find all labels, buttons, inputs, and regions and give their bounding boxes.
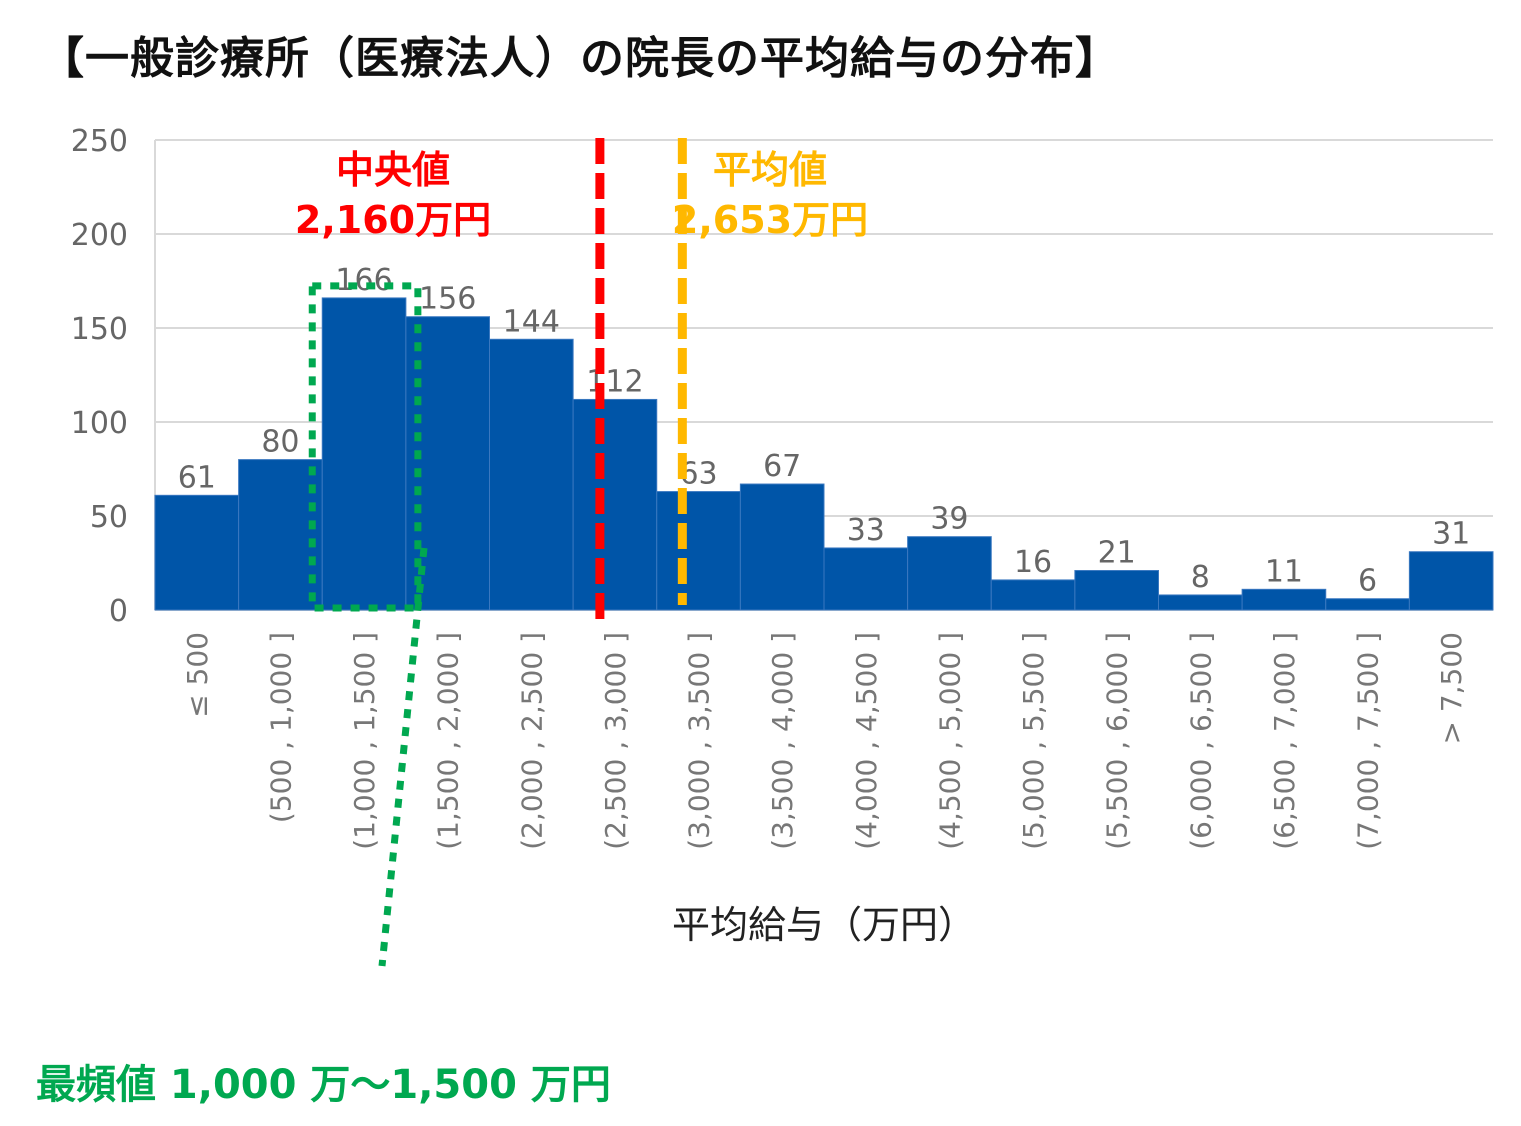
bar [572, 398, 658, 611]
mean-label: 平均値 [713, 148, 827, 192]
median-label: 中央値 [336, 148, 450, 192]
x-tick-label: (6,000 , 6,500 ] [1184, 632, 1217, 850]
data-label: 67 [763, 449, 801, 484]
data-label: 21 [1098, 536, 1136, 571]
x-tick-label: (1,000 , 1,500 ] [348, 632, 381, 850]
x-tick-label: (5,500 , 6,000 ] [1101, 632, 1134, 850]
mean-value: 2,653万円 [672, 198, 868, 242]
x-tick-label: ≤ 500 [181, 632, 214, 718]
x-tick-label: (500 , 1,000 ] [264, 632, 297, 823]
x-tick-label: (3,000 , 3,500 ] [683, 632, 716, 850]
data-label: 61 [178, 460, 216, 495]
x-tick-label: (7,000 , 7,500 ] [1352, 632, 1385, 850]
bar [489, 338, 574, 611]
x-tick-label: (5,000 , 5,500 ] [1017, 632, 1050, 850]
bar [1158, 594, 1243, 611]
median-value: 2,160万円 [295, 198, 491, 242]
y-tick-label: 0 [109, 594, 128, 629]
bar [1241, 588, 1327, 611]
x-tick-label: (4,500 , 5,000 ] [933, 632, 966, 850]
y-tick-label: 200 [71, 218, 128, 253]
x-tick-label: (2,500 , 3,000 ] [599, 632, 632, 850]
data-label: 156 [419, 282, 476, 317]
y-tick-label: 100 [71, 406, 128, 441]
x-tick-label: (2,000 , 2,500 ] [515, 632, 548, 850]
data-label: 80 [261, 425, 299, 460]
bar [321, 297, 407, 611]
page-title: 【一般診療所（医療法人）の院長の平均給与の分布】 [40, 33, 1120, 84]
bar [1074, 570, 1159, 611]
data-label: 144 [503, 304, 560, 339]
bar [154, 494, 240, 611]
y-tick-label: 150 [71, 312, 128, 347]
bar [1408, 551, 1494, 611]
y-tick-label: 250 [71, 124, 128, 159]
x-tick-label: (4,000 , 4,500 ] [850, 632, 883, 850]
y-tick-label: 50 [90, 500, 128, 535]
data-label: 6 [1358, 564, 1377, 599]
data-label: 112 [586, 364, 643, 399]
x-tick-label: (6,500 , 7,000 ] [1268, 632, 1301, 850]
data-label: 16 [1014, 545, 1052, 580]
x-axis-label: 平均給与（万円） [672, 903, 976, 947]
bar [739, 483, 825, 611]
x-tick-label: > 7,500 [1435, 632, 1468, 745]
data-label: 31 [1432, 517, 1470, 552]
mode-annotation: 最頻値 1,000 万～1,500 万円 [36, 1062, 611, 1108]
mode-pointer-line [378, 547, 428, 967]
data-label: 39 [930, 502, 968, 537]
bar [823, 547, 909, 611]
bar [990, 579, 1076, 611]
data-label: 166 [335, 263, 392, 298]
x-tick-label: (3,500 , 4,000 ] [766, 632, 799, 850]
x-tick-label: (1,500 , 2,000 ] [432, 632, 465, 850]
bar [907, 536, 992, 611]
bar [238, 459, 323, 611]
bar [1325, 598, 1410, 611]
data-label: 11 [1265, 554, 1303, 589]
data-label: 33 [847, 513, 885, 548]
bar [656, 491, 741, 611]
data-label: 8 [1191, 560, 1210, 595]
